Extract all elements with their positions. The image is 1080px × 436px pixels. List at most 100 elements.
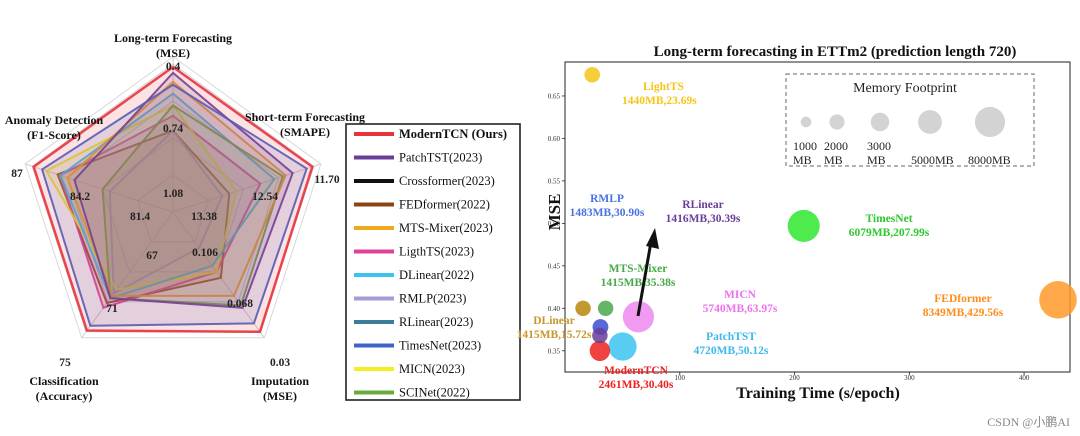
radar-tick-label: 71: [106, 303, 118, 315]
radar-legend-label: Crossformer(2023): [399, 174, 495, 188]
radar-legend-label: LigthTS(2023): [399, 245, 474, 259]
bubble-label-stats: 1416MB,30.39s: [666, 213, 741, 225]
radar-legend-label: RMLP(2023): [399, 292, 466, 306]
radar-legend-box: [345, 123, 521, 401]
y-tick-label: 0.35: [548, 347, 561, 355]
memory-legend-label: 3000: [867, 139, 891, 153]
radar-spoke: [172, 163, 321, 213]
radar-outer-ring: [24, 55, 322, 339]
bubble-label-time: 50.12s: [738, 345, 769, 357]
bubble-label-memory: 1483MB: [570, 207, 612, 219]
bubble-label-separator: ,: [735, 345, 738, 357]
radar-grid-ring: [102, 137, 244, 273]
radar-axis-subtitle: (MSE): [263, 389, 297, 403]
radar-tick-label: 13.38: [191, 211, 217, 223]
radar-polygon-patchtst-2023-: [73, 71, 294, 309]
radar-tick-label: 1.08: [163, 188, 183, 200]
bubble-label-name: MTS-Mixer: [609, 263, 668, 275]
x-tick-label: 100: [675, 374, 686, 382]
radar-tick-label: 87: [11, 168, 23, 180]
bubble-label-memory: 1440MB: [622, 95, 664, 107]
memory-legend-circle: [918, 110, 942, 134]
radar-polygon-mts-mixer-2023-: [66, 80, 287, 297]
radar-axis-subtitle: (SMAPE): [280, 125, 330, 139]
bubble-label-stats: 1440MB,23.69s: [622, 95, 697, 107]
bubble-patchtst: [608, 332, 637, 361]
radar-legend-label: PatchTST(2023): [399, 151, 482, 165]
bubble-label-memory: 4720MB: [694, 345, 736, 357]
bubble-label-memory: 5740MB: [703, 303, 745, 315]
memory-legend-unit: MB: [867, 153, 886, 167]
y-tick-label: 0.45: [548, 262, 561, 270]
bubble-label-name: RLinear: [682, 199, 724, 211]
radar-legend-label: RLinear(2023): [399, 315, 473, 329]
bubble-label-time: 15.72s: [561, 329, 592, 341]
memory-legend-circle: [800, 116, 812, 128]
radar-tick-label: 0.74: [163, 123, 183, 135]
radar-spoke: [81, 211, 174, 339]
radar-tick-label: 84.2: [70, 191, 90, 203]
bubble-label-name: PatchTST: [706, 331, 756, 343]
y-tick-label: 0.50: [548, 220, 561, 228]
bubble-label-separator: ,: [890, 227, 893, 239]
bubble-label-memory: 1416MB: [666, 213, 708, 225]
bubble-label-memory: 1415MB: [517, 329, 559, 341]
bubble-label-memory: 6079MB: [849, 227, 891, 239]
radar-polygon-scinet-2022-: [101, 104, 284, 307]
radar-axis-title: Long-term Forecasting: [114, 31, 232, 45]
memory-legend-circle: [974, 106, 1006, 138]
bubble-label-stats: 4720MB,50.12s: [694, 345, 769, 357]
chart-title: Long-term forecasting in ETTm2 (predicti…: [654, 44, 1017, 60]
axis-ticks: 100 200 300 400 0.35 0.40 0.45 0.50 0.55 0.60 0.65: [548, 92, 1030, 382]
arrow-shaft: [636, 241, 653, 317]
bubble-dlinear: [575, 300, 591, 317]
radar-legend-label: MTS-Mixer(2023): [399, 221, 493, 235]
bubble-label-time: 429.56s: [967, 307, 1004, 319]
radar-legend-label: MICN(2023): [399, 362, 465, 376]
radar-tick-label: 0.4: [166, 61, 181, 73]
bubble-label-name: TimesNet: [865, 213, 912, 225]
bubble-label-name: RMLP: [590, 193, 624, 205]
radar-tick-label: 0.068: [227, 298, 253, 310]
memory-legend-box: [785, 73, 1035, 167]
bubble-moderntcn: [589, 340, 611, 361]
bubble-labels: LightTS1440MB,23.69sRMLP1483MB,30.90sRLi…: [517, 81, 1004, 391]
bubble-label-memory: 8349MB: [923, 307, 965, 319]
bubble-label-time: 23.69s: [666, 95, 697, 107]
bubble-fedformer: [1039, 281, 1077, 319]
bubble-label-time: 63.97s: [747, 303, 778, 315]
y-tick-label: 0.55: [548, 177, 561, 185]
improvement-arrow: [636, 228, 659, 317]
bubble-label-separator: ,: [664, 95, 667, 107]
bubble-label-name: DLinear: [533, 315, 575, 327]
memory-legend-label: 5000MB: [911, 153, 954, 167]
radar-axis-subtitle: (MSE): [156, 46, 190, 60]
radar-tick-labels: 0.4 0.74 1.08 11.70 12.54 13.38 0.03 0.068 0.106…: [11, 61, 340, 369]
radar-polygon-rmlp-2023-: [108, 129, 224, 296]
x-tick-label: 400: [1019, 374, 1030, 382]
y-tick-label: 0.60: [548, 135, 561, 143]
bubble-label-name: MICN: [724, 289, 757, 301]
radar-legend-label: SCINet(2022): [399, 386, 470, 400]
bubble-label-stats: 6079MB,207.99s: [849, 227, 930, 239]
bubble-label-separator: ,: [558, 329, 561, 341]
bubble-chart: Long-term forecasting in ETTm2 (predicti…: [517, 44, 1077, 402]
y-axis-label: MSE: [545, 194, 564, 231]
bubble-label-time: 30.90s: [614, 207, 645, 219]
radar-axis-title: Short-term Forecasting: [245, 110, 365, 124]
radar-legend-label: DLinear(2022): [399, 268, 474, 282]
bubble-micn: [622, 301, 654, 333]
bubble-label-memory: 2461MB: [599, 379, 641, 391]
radar-axis-title: Imputation: [251, 374, 309, 388]
radar-polygon-ligthts-2023-: [59, 114, 262, 310]
radar-axis-titles: Long-term Forecasting(MSE)Short-term For…: [5, 31, 365, 403]
memory-legend-circle: [829, 114, 845, 130]
memory-legend-unit: MB: [824, 153, 843, 167]
radar-spoke: [172, 211, 265, 339]
bubble-label-separator: ,: [640, 379, 643, 391]
bubble-label-stats: 2461MB,30.40s: [599, 379, 674, 391]
memory-legend-unit: MB: [793, 153, 812, 167]
memory-legend-title: Memory Footprint: [853, 81, 957, 96]
